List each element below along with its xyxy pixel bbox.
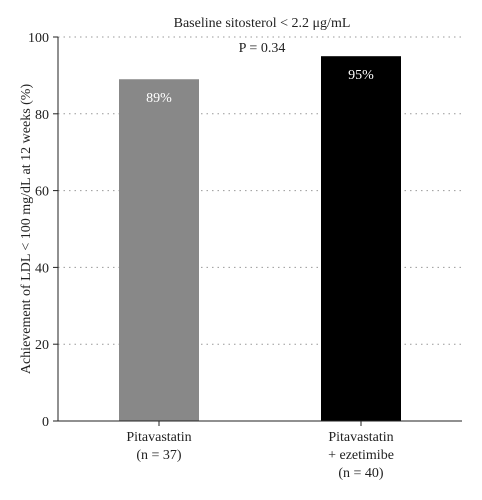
y-tick-label: 0 <box>42 415 49 430</box>
annotation-baseline: Baseline sitosterol < 2.2 μg/mL <box>174 16 351 31</box>
bars: 89% 95% <box>119 56 401 422</box>
x-category-label: (n = 37) <box>136 448 182 463</box>
axes <box>57 37 462 422</box>
y-tick-label: 60 <box>35 185 49 200</box>
y-axis-label: Achievement of LDL < 100 mg/dL at 12 wee… <box>19 84 34 375</box>
gridlines <box>58 36 462 345</box>
bar-value-label: 89% <box>146 91 172 106</box>
y-tick-label: 40 <box>35 261 49 276</box>
y-ticks: 0 20 40 60 80 100 <box>28 31 58 430</box>
x-category-label: + ezetimibe <box>328 448 394 463</box>
x-category-labels: Pitavastatin (n = 37) Pitavastatin + ezetim… <box>126 421 394 481</box>
x-category-label: Pitavastatin <box>328 430 393 445</box>
annotations: Baseline sitosterol < 2.2 μg/mL P = 0.34 <box>174 16 351 56</box>
annotation-p-value: P = 0.34 <box>239 41 286 56</box>
x-category-label: Pitavastatin <box>126 430 191 445</box>
y-tick-label: 100 <box>28 31 49 46</box>
bar-value-label: 95% <box>348 68 374 83</box>
bar <box>119 79 199 422</box>
y-tick-label: 80 <box>35 108 49 123</box>
x-category-label: (n = 40) <box>338 466 384 481</box>
bar <box>321 56 401 421</box>
y-tick-label: 20 <box>35 338 49 353</box>
